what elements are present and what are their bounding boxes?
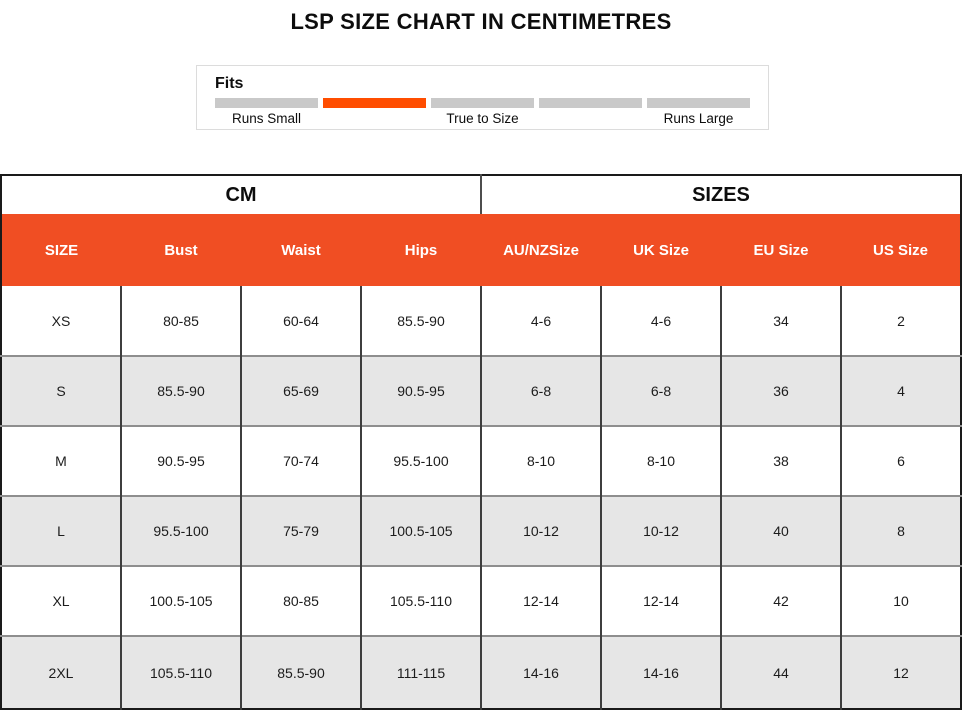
- group-header-row: CM SIZES: [1, 175, 961, 214]
- table-cell: 10-12: [600, 495, 721, 566]
- table-cell: 70-74: [240, 425, 361, 496]
- size-chart-table: CM SIZES SIZE Bust Waist Hips AU/NZSize …: [0, 174, 962, 710]
- size-cell: S: [1, 355, 121, 426]
- size-cell: L: [1, 495, 121, 566]
- table-cell: 100.5-105: [360, 495, 481, 566]
- table-cell: 12: [840, 635, 961, 709]
- table-cell: 12-14: [600, 565, 721, 636]
- column-header-waist: Waist: [241, 214, 361, 286]
- column-header-row: SIZE Bust Waist Hips AU/NZSize UK Size E…: [1, 214, 961, 286]
- group-header-sizes: SIZES: [480, 175, 961, 214]
- table-cell: 100.5-105: [120, 565, 241, 636]
- table-cell: 6: [840, 425, 961, 496]
- table-cell: 8-10: [480, 425, 601, 496]
- fits-label: Fits: [215, 75, 244, 92]
- table-cell: 111-115: [360, 635, 481, 709]
- table-cell: 105.5-110: [360, 565, 481, 636]
- fits-segment: [431, 98, 534, 108]
- column-header-us-size: US Size: [841, 214, 961, 286]
- table-cell: 60-64: [240, 286, 361, 356]
- fits-scale-label-runs-large: Runs Large: [663, 111, 734, 126]
- table-cell: 12-14: [480, 565, 601, 636]
- column-header-eu-size: EU Size: [721, 214, 841, 286]
- fits-scale: Runs Small True to Size Runs Large: [215, 111, 750, 126]
- table-cell: 36: [720, 355, 841, 426]
- column-header-hips: Hips: [361, 214, 481, 286]
- fits-segment-active: [323, 98, 426, 108]
- table-cell: 95.5-100: [120, 495, 241, 566]
- table-cell: 34: [720, 286, 841, 356]
- table-cell: 10: [840, 565, 961, 636]
- size-cell: XS: [1, 286, 121, 356]
- table-cell: 4-6: [480, 286, 601, 356]
- table-cell: 44: [720, 635, 841, 709]
- group-header-cm: CM: [1, 175, 481, 214]
- fits-panel: Fits Runs Small True to Size Runs Large: [196, 65, 769, 130]
- table-cell: 38: [720, 425, 841, 496]
- table-cell: 95.5-100: [360, 425, 481, 496]
- table-cell: 6-8: [600, 355, 721, 426]
- column-header-uk-size: UK Size: [601, 214, 721, 286]
- table-cell: 8: [840, 495, 961, 566]
- table-cell: 4: [840, 355, 961, 426]
- fits-segment: [539, 98, 642, 108]
- table-cell: 85.5-90: [240, 635, 361, 709]
- fits-segment: [647, 98, 750, 108]
- fits-bar: [215, 98, 750, 108]
- page-title: LSP SIZE CHART IN CENTIMETRES: [290, 9, 672, 34]
- fits-segment: [215, 98, 318, 108]
- table-row-xl: XL 100.5-105 80-85 105.5-110 12-14 12-14…: [1, 565, 961, 636]
- table-cell: 8-10: [600, 425, 721, 496]
- size-cell: 2XL: [1, 635, 121, 709]
- table-cell: 40: [720, 495, 841, 566]
- table-cell: 10-12: [480, 495, 601, 566]
- fits-scale-label-true-to-size: True to Size: [446, 111, 519, 126]
- table-cell: 6-8: [480, 355, 601, 426]
- fits-scale-label-runs-small: Runs Small: [231, 111, 302, 126]
- table-cell: 75-79: [240, 495, 361, 566]
- table-cell: 90.5-95: [360, 355, 481, 426]
- column-header-bust: Bust: [121, 214, 241, 286]
- size-cell: M: [1, 425, 121, 496]
- table-cell: 85.5-90: [120, 355, 241, 426]
- table-cell: 85.5-90: [360, 286, 481, 356]
- column-header-size: SIZE: [1, 214, 121, 286]
- table-cell: 65-69: [240, 355, 361, 426]
- table-row-l: L 95.5-100 75-79 100.5-105 10-12 10-12 4…: [1, 495, 961, 566]
- table-row-s: S 85.5-90 65-69 90.5-95 6-8 6-8 36 4: [1, 355, 961, 426]
- table-cell: 4-6: [600, 286, 721, 356]
- table-cell: 14-16: [600, 635, 721, 709]
- table-cell: 2: [840, 286, 961, 356]
- table-row-xs: XS 80-85 60-64 85.5-90 4-6 4-6 34 2: [1, 286, 961, 356]
- column-header-aunz-size: AU/NZSize: [481, 214, 601, 286]
- table-cell: 105.5-110: [120, 635, 241, 709]
- table-cell: 80-85: [240, 565, 361, 636]
- size-cell: XL: [1, 565, 121, 636]
- table-cell: 14-16: [480, 635, 601, 709]
- table-cell: 80-85: [120, 286, 241, 356]
- table-cell: 42: [720, 565, 841, 636]
- table-row-2xl: 2XL 105.5-110 85.5-90 111-115 14-16 14-1…: [1, 635, 961, 709]
- table-cell: 90.5-95: [120, 425, 241, 496]
- table-row-m: M 90.5-95 70-74 95.5-100 8-10 8-10 38 6: [1, 425, 961, 496]
